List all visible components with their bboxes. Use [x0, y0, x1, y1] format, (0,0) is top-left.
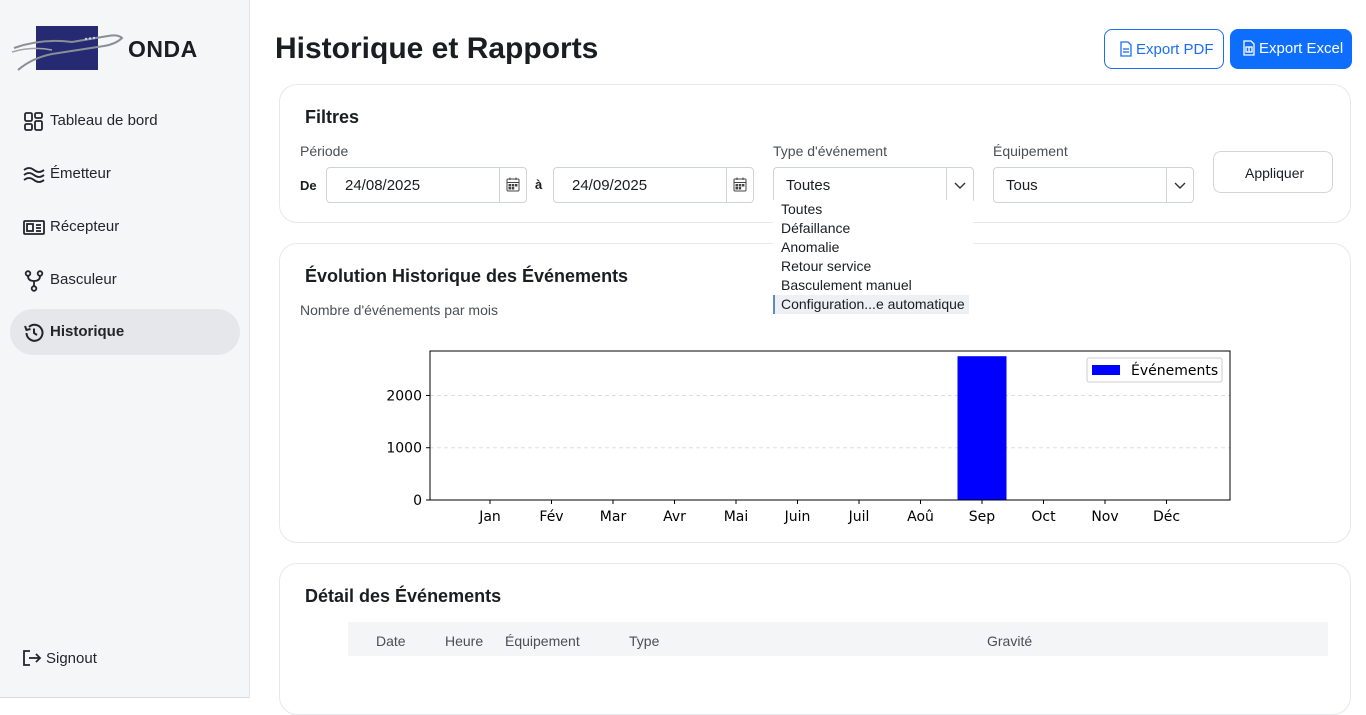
- sidebar-item-label: Basculeur: [50, 271, 117, 288]
- sidebar-item-dashboard[interactable]: Tableau de bord: [10, 98, 240, 144]
- file-pdf-icon: [1120, 41, 1132, 57]
- sidebar-item-label: Tableau de bord: [50, 112, 158, 129]
- evolution-title: Évolution Historique des Événements: [305, 266, 629, 286]
- equipment-select[interactable]: Tous: [993, 167, 1194, 203]
- chevron-down-icon: [946, 168, 966, 202]
- export-pdf-button[interactable]: Export PDF: [1104, 29, 1224, 69]
- equipment-label: Équipement: [993, 143, 1068, 159]
- sidebar-item-recepteur[interactable]: Récepteur: [10, 204, 240, 250]
- export-excel-label: Export Excel: [1259, 40, 1344, 57]
- calendar-icon[interactable]: [726, 168, 753, 202]
- x-tick-label: Mar: [600, 509, 627, 525]
- apply-button[interactable]: Appliquer: [1213, 151, 1333, 193]
- sidebar-item-label: Émetteur: [50, 165, 111, 182]
- x-tick-label: Déc: [1153, 509, 1180, 525]
- chevron-down-icon: [1166, 168, 1186, 202]
- apply-label: Appliquer: [1245, 165, 1305, 181]
- waves-icon: [23, 167, 45, 183]
- signout-label: Signout: [46, 650, 97, 667]
- legend-swatch: [1092, 365, 1120, 375]
- dropdown-option[interactable]: Configuration...e automatique: [773, 295, 969, 314]
- column-time[interactable]: Heure: [445, 633, 484, 649]
- sidebar: ONDA Tableau de bord Émetteur Récepteur …: [0, 0, 250, 698]
- events-bar-chart: 0 1000 2000 Jan Fév Mar Avr Mai Juin Juil Aoû Sep Oc…: [386, 350, 1231, 525]
- column-type[interactable]: Type: [629, 633, 660, 649]
- event-type-label: Type d'événement: [773, 143, 887, 159]
- x-tick-label: Jan: [478, 509, 501, 525]
- sidebar-item-label: Récepteur: [50, 218, 120, 235]
- event-type-value: Toutes: [786, 177, 831, 194]
- x-tick-label: Aoû: [907, 509, 934, 525]
- page-title: Historique et Rapports: [275, 32, 599, 65]
- to-date-value: 24/09/2025: [572, 177, 648, 194]
- plane-logo-icon: [12, 26, 124, 71]
- x-tick-label: Sep: [969, 509, 996, 525]
- to-date-input[interactable]: 24/09/2025: [553, 167, 754, 203]
- receiver-icon: [23, 220, 45, 235]
- sidebar-item-label: Historique: [50, 323, 125, 340]
- to-label: à: [535, 177, 543, 192]
- column-date[interactable]: Date: [376, 633, 406, 649]
- dashboard-icon: [24, 112, 43, 131]
- from-date-value: 24/08/2025: [345, 177, 421, 194]
- column-severity[interactable]: Gravité: [987, 633, 1033, 649]
- y-tick-label: 0: [413, 493, 422, 509]
- column-equipment[interactable]: Équipement: [505, 633, 580, 649]
- x-tick-label: Oct: [1031, 509, 1056, 525]
- export-pdf-label: Export PDF: [1136, 41, 1214, 58]
- dropdown-option[interactable]: Retour service: [781, 258, 872, 274]
- file-excel-icon: [1243, 40, 1255, 56]
- dropdown-option[interactable]: Défaillance: [781, 220, 851, 236]
- equipment-value: Tous: [1006, 177, 1038, 194]
- sidebar-item-emetteur[interactable]: Émetteur: [10, 151, 240, 197]
- event-type-select[interactable]: Toutes: [773, 167, 974, 203]
- logout-icon: [23, 650, 42, 666]
- filters-title: Filtres: [305, 107, 360, 127]
- y-tick-label: 2000: [386, 388, 422, 404]
- bar-sep: [957, 356, 1007, 500]
- dropdown-option[interactable]: Anomalie: [781, 239, 840, 255]
- export-excel-button[interactable]: Export Excel: [1230, 29, 1352, 69]
- plot-frame: [429, 350, 1231, 501]
- dropdown-option[interactable]: Toutes: [781, 201, 823, 217]
- from-label: De: [300, 178, 317, 193]
- sidebar-item-historique[interactable]: Historique: [10, 309, 240, 355]
- x-tick-label: Mai: [724, 509, 749, 525]
- logo: ONDA: [10, 24, 240, 76]
- dropdown-option[interactable]: Basculement manuel: [781, 277, 912, 293]
- history-icon: [24, 323, 44, 342]
- event-type-dropdown: Toutes Défaillance Anomalie Retour service B…: [773, 200, 973, 314]
- legend-label: Événements: [1131, 362, 1218, 379]
- evolution-subtitle: Nombre d'événements par mois: [300, 302, 498, 318]
- period-label: Période: [300, 143, 349, 159]
- x-tick-label: Fév: [539, 509, 563, 525]
- events-table-header: Date Heure Équipement Type Gravité: [348, 622, 1328, 656]
- sidebar-item-basculeur[interactable]: Basculeur: [10, 257, 240, 303]
- calendar-icon[interactable]: [499, 168, 526, 202]
- app-name: ONDA: [128, 36, 198, 62]
- x-tick-label: Juin: [784, 509, 811, 525]
- x-tick-label: Avr: [663, 509, 686, 525]
- from-date-input[interactable]: 24/08/2025: [326, 167, 527, 203]
- legend-box: [1086, 357, 1223, 383]
- fork-icon: [24, 270, 44, 292]
- y-tick-label: 1000: [386, 441, 422, 457]
- x-tick-label: Nov: [1091, 509, 1118, 525]
- details-title: Détail des Événements: [305, 586, 502, 606]
- x-tick-label: Juil: [848, 509, 870, 525]
